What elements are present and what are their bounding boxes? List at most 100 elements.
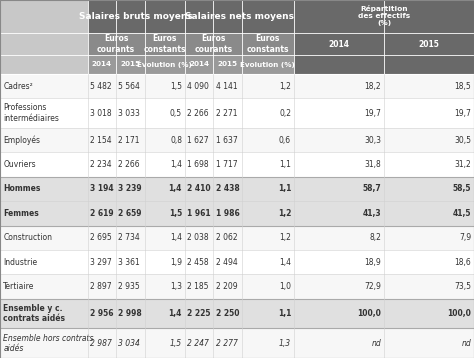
Bar: [384, 128, 474, 153]
Text: 1,4: 1,4: [169, 309, 182, 318]
Text: nd: nd: [371, 339, 381, 348]
Text: 2014: 2014: [328, 39, 349, 49]
Text: 1,5: 1,5: [170, 82, 182, 91]
Bar: [145, 33, 185, 55]
Bar: [88, 299, 116, 328]
Bar: [0, 153, 88, 177]
Text: 1,9: 1,9: [170, 258, 182, 267]
Text: 1 637: 1 637: [216, 136, 237, 145]
Text: 3 194: 3 194: [90, 184, 114, 193]
Text: 73,5: 73,5: [454, 282, 471, 291]
Bar: [242, 328, 294, 358]
Bar: [213, 74, 242, 98]
Bar: [145, 153, 185, 177]
Text: 100,0: 100,0: [447, 309, 471, 318]
Bar: [185, 33, 242, 55]
Text: 2 987: 2 987: [90, 339, 112, 348]
Text: Ouvriers: Ouvriers: [3, 160, 36, 169]
Bar: [384, 250, 474, 275]
Text: 2 271: 2 271: [216, 109, 237, 118]
Bar: [116, 226, 145, 250]
Text: 1,1: 1,1: [279, 160, 291, 169]
Bar: [0, 0, 88, 33]
Bar: [88, 177, 116, 201]
Text: 2 734: 2 734: [118, 233, 140, 242]
Text: nd: nd: [461, 339, 471, 348]
Text: 2 154: 2 154: [90, 136, 112, 145]
Bar: [185, 226, 213, 250]
Bar: [88, 55, 116, 74]
Bar: [242, 128, 294, 153]
Text: Cadres²: Cadres²: [3, 82, 33, 91]
Text: 0,6: 0,6: [279, 136, 291, 145]
Bar: [384, 98, 474, 128]
Bar: [88, 328, 116, 358]
Bar: [185, 328, 213, 358]
Bar: [242, 177, 294, 201]
Bar: [116, 74, 145, 98]
Bar: [185, 177, 213, 201]
Text: 3 018: 3 018: [90, 109, 112, 118]
Text: Euros
constants: Euros constants: [246, 34, 289, 54]
Text: 2 250: 2 250: [216, 309, 239, 318]
Bar: [145, 74, 185, 98]
Bar: [185, 74, 213, 98]
Text: 3 239: 3 239: [118, 184, 142, 193]
Bar: [88, 153, 116, 177]
Bar: [0, 33, 88, 55]
Bar: [88, 98, 116, 128]
Text: 2 247: 2 247: [187, 339, 209, 348]
Text: 3 297: 3 297: [90, 258, 112, 267]
Text: Hommes: Hommes: [3, 184, 41, 193]
Text: Salaires nets moyens: Salaires nets moyens: [185, 12, 294, 21]
Bar: [384, 328, 474, 358]
Text: 2 897: 2 897: [90, 282, 112, 291]
Text: Salaires bruts moyens: Salaires bruts moyens: [80, 12, 193, 21]
Text: 2 458: 2 458: [187, 258, 209, 267]
Bar: [185, 299, 213, 328]
Text: 2 695: 2 695: [90, 233, 112, 242]
Text: 1,4: 1,4: [170, 160, 182, 169]
Bar: [185, 275, 213, 299]
Bar: [116, 328, 145, 358]
Text: Professions
intermédiaires: Professions intermédiaires: [3, 103, 59, 123]
Bar: [294, 98, 384, 128]
Text: 2 956: 2 956: [90, 309, 114, 318]
Text: 41,3: 41,3: [363, 209, 381, 218]
Text: 18,2: 18,2: [365, 82, 381, 91]
Bar: [294, 74, 384, 98]
Text: 1 698: 1 698: [187, 160, 209, 169]
Bar: [88, 128, 116, 153]
Bar: [0, 275, 88, 299]
Text: 2 410: 2 410: [187, 184, 211, 193]
Bar: [384, 299, 474, 328]
Bar: [0, 201, 88, 226]
Text: 2015: 2015: [218, 61, 237, 67]
Bar: [242, 299, 294, 328]
Text: Industrie: Industrie: [3, 258, 37, 267]
Text: 2014: 2014: [189, 61, 209, 67]
Bar: [88, 74, 116, 98]
Bar: [294, 153, 384, 177]
Text: 18,9: 18,9: [365, 258, 381, 267]
Text: Évolution (%): Évolution (%): [240, 61, 295, 68]
Text: 31,8: 31,8: [365, 160, 381, 169]
Text: 1,2: 1,2: [279, 233, 291, 242]
Bar: [116, 177, 145, 201]
Text: 1,1: 1,1: [278, 309, 291, 318]
Text: 100,0: 100,0: [357, 309, 381, 318]
Bar: [88, 275, 116, 299]
Bar: [242, 201, 294, 226]
Bar: [145, 226, 185, 250]
Bar: [294, 226, 384, 250]
Bar: [116, 250, 145, 275]
Text: 18,6: 18,6: [455, 258, 471, 267]
Text: 1,1: 1,1: [278, 184, 291, 193]
Text: Construction: Construction: [3, 233, 52, 242]
Bar: [185, 55, 213, 74]
Bar: [242, 74, 294, 98]
Bar: [88, 33, 145, 55]
Bar: [145, 275, 185, 299]
Text: 2015: 2015: [419, 39, 439, 49]
Text: 2 185: 2 185: [187, 282, 209, 291]
